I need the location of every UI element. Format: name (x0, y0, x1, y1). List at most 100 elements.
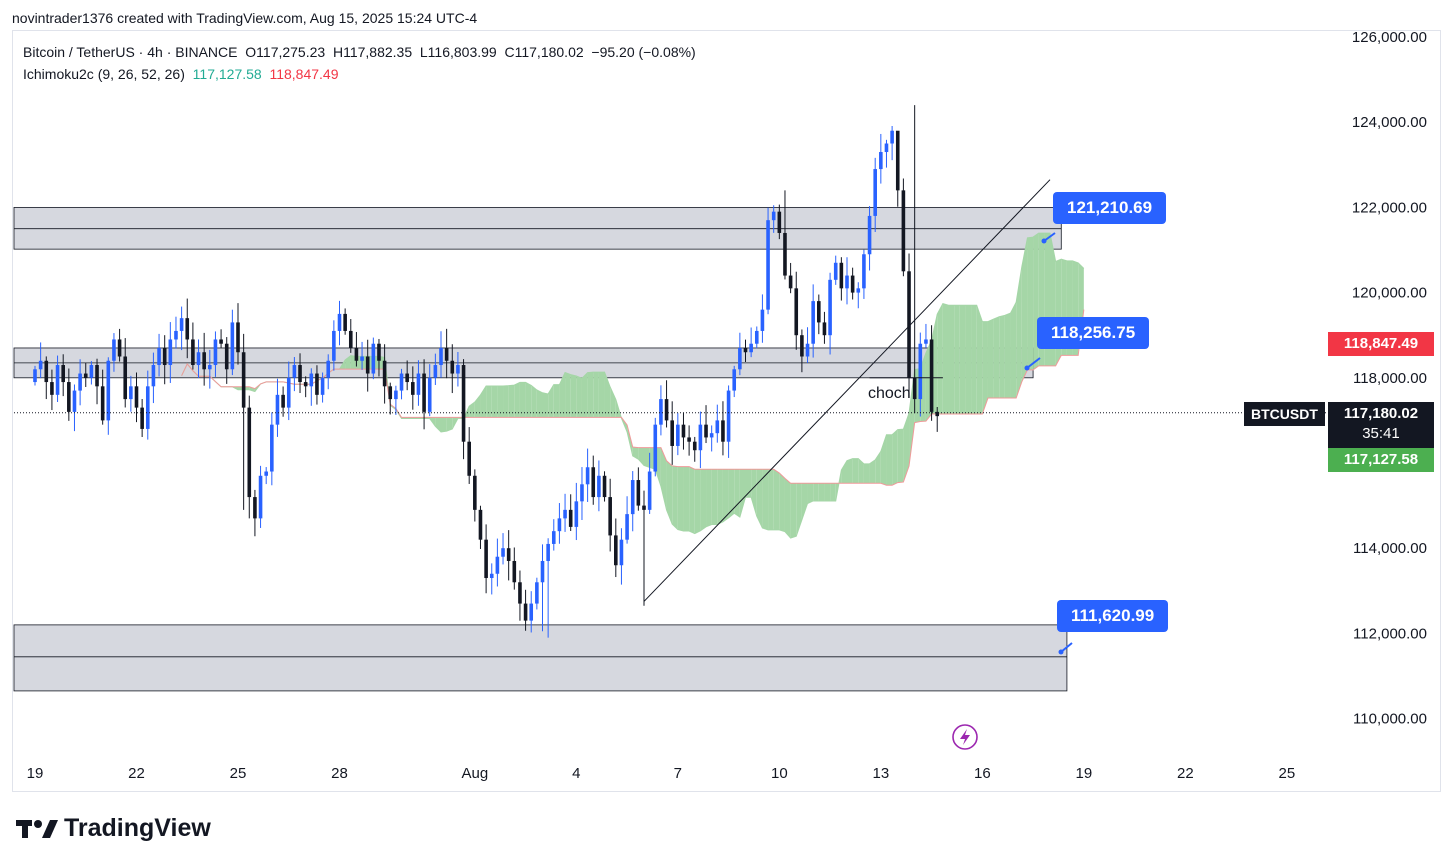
tradingview-brand: TradingView (64, 814, 211, 842)
candle-body (348, 330, 353, 348)
candle-body (371, 343, 376, 374)
cloud-segment (593, 372, 599, 418)
cloud-segment (672, 465, 678, 530)
callout-upper-zone[interactable]: 121,210.69 (1053, 192, 1167, 224)
candle-body (540, 560, 545, 583)
indicator-legend[interactable]: Ichimoku2c (9, 26, 52, 26) 117,127.58 11… (23, 66, 339, 82)
candle-body (444, 347, 449, 361)
cloud-segment (503, 385, 509, 418)
ohlc-close: C117,180.02 (504, 44, 584, 60)
cloud-segment (587, 372, 594, 418)
candlestick-series (33, 105, 940, 638)
time-tick-label: 13 (872, 765, 889, 782)
cloud-segment (942, 303, 949, 415)
cloud-segment (976, 305, 983, 415)
candle-body (529, 603, 534, 621)
candle-body (196, 352, 201, 366)
cloud-segment (508, 385, 515, 418)
cloud-segment (987, 319, 994, 399)
candle-body (185, 318, 190, 340)
price-tick-label: 114,000.00 (1353, 540, 1427, 557)
cloud-segment (965, 305, 972, 415)
cloud-segment (818, 483, 825, 501)
cloud-segment (722, 469, 729, 522)
chart-frame[interactable] (12, 30, 1441, 792)
time-tick-label: 28 (331, 765, 348, 782)
price-tick-label: 120,000.00 (1352, 285, 1427, 302)
candle-body (850, 275, 855, 293)
candle-body (551, 531, 556, 544)
callout-lower-zone[interactable]: 111,620.99 (1057, 600, 1169, 632)
cloud-segment (734, 469, 740, 518)
candle-body (264, 471, 268, 476)
candle-body (411, 382, 415, 395)
cloud-segment (531, 385, 537, 418)
candle-body (151, 365, 156, 387)
candle-body (38, 360, 43, 370)
candle-body (467, 441, 471, 476)
supply-demand-zones (13, 206, 1068, 692)
candle-body (715, 420, 720, 434)
candle-body (771, 211, 776, 221)
price-tick-label: 124,000.00 (1352, 114, 1427, 131)
cloud-segment (576, 375, 582, 418)
candle-body (901, 190, 906, 272)
cloud-segment (824, 483, 831, 501)
candle-body (873, 169, 877, 216)
callout-middle-zone[interactable]: 118,256.75 (1037, 317, 1150, 349)
lightning-icon-ring (952, 724, 978, 750)
cloud-segment (784, 478, 791, 539)
candle-body (918, 343, 923, 400)
candle-body (884, 143, 889, 153)
time-tick-label: 10 (771, 765, 788, 782)
candle-body (461, 365, 466, 442)
candle-body (506, 548, 511, 561)
cloud-segment (435, 417, 441, 433)
cloud-segment (542, 392, 549, 418)
zone-box-0 (13, 206, 1062, 250)
candle-body (597, 475, 601, 498)
cloud-segment (497, 385, 504, 418)
candle-body (55, 365, 60, 395)
time-tick-label: 16 (974, 765, 991, 782)
candle-body (292, 365, 297, 378)
candle-body (676, 424, 680, 446)
candle-body (738, 347, 742, 370)
symbol-legend[interactable]: Bitcoin / TetherUS · 4h · BINANCE O117,2… (23, 44, 696, 60)
candle-body (929, 339, 934, 412)
candle-body (856, 288, 861, 293)
last-price-tag: 117,180.02 35:41 (1328, 402, 1434, 448)
senkou-span-b (181, 309, 1085, 486)
candle-body (179, 318, 184, 331)
tradingview-logo[interactable]: TradingView (16, 814, 211, 843)
lightning-icon-bolt (960, 729, 970, 745)
candle-body (162, 347, 167, 366)
candle-body (546, 543, 550, 561)
cloud-segment (706, 469, 712, 527)
cloud-segment (610, 387, 616, 418)
candle-body (518, 582, 522, 604)
cloud-segment (773, 469, 780, 530)
cloud-segment (581, 372, 588, 418)
candle-body (44, 360, 49, 383)
ohlc-high: H117,882.35 (332, 44, 413, 60)
callout-anchor-0 (1041, 238, 1047, 244)
time-tick-label: 19 (27, 765, 44, 782)
cloud-segment (886, 434, 893, 486)
cloud-segment (863, 463, 870, 484)
candle-body (743, 347, 748, 353)
chart-overlays: choch (14, 179, 1330, 750)
candle-body (664, 399, 669, 421)
candle-body (433, 365, 438, 378)
symbol-tag: BTCUSDT (1244, 402, 1325, 426)
cloud-segment (486, 385, 492, 418)
candle-body (117, 339, 122, 357)
candle-body (258, 475, 263, 519)
cloud-segment (1010, 302, 1017, 399)
lightning-icon (952, 724, 978, 750)
candle-body (817, 301, 821, 323)
callout-pointer-1 (1026, 357, 1041, 369)
candle-body (585, 467, 590, 485)
time-tick-label: 19 (1075, 765, 1092, 782)
